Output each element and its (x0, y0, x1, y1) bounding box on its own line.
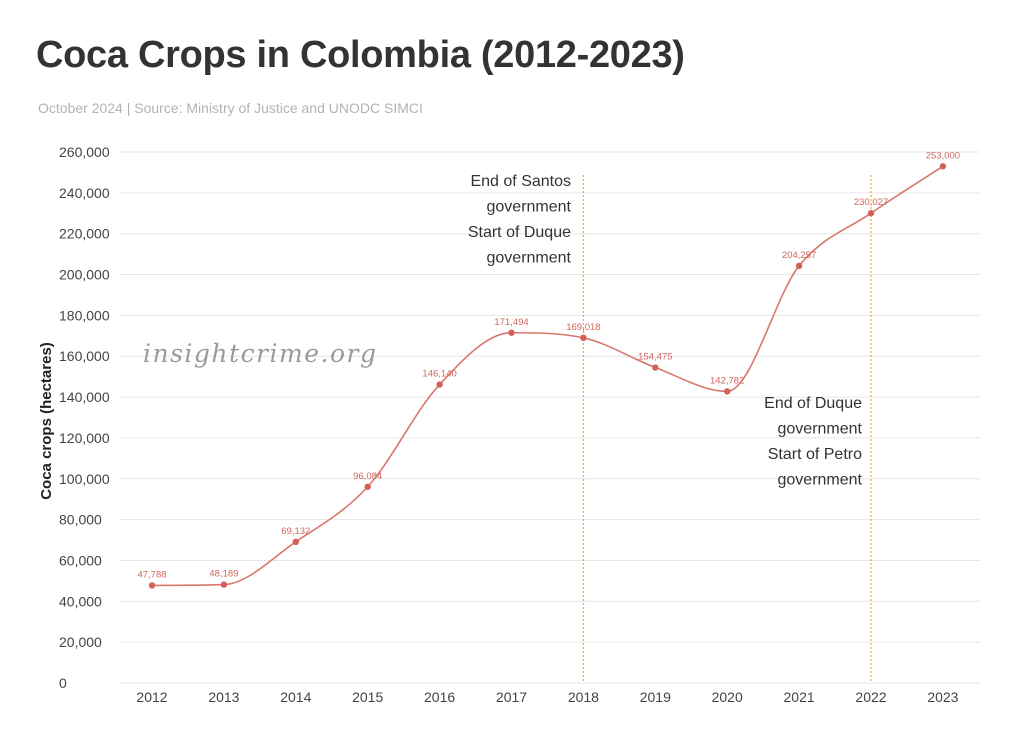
x-tick-label: 2021 (784, 689, 815, 705)
annotation-text: government (778, 472, 863, 489)
annotation-text: Start of Duque (468, 224, 571, 241)
data-label: 171,494 (494, 317, 528, 328)
data-point (364, 483, 371, 490)
x-tick-label: 2023 (927, 689, 958, 705)
y-tick-label: 180,000 (59, 307, 110, 323)
x-tick-label: 2015 (352, 689, 383, 705)
data-point (580, 334, 587, 342)
x-tick-label: 2022 (855, 689, 886, 705)
y-tick-label: 220,000 (59, 226, 110, 242)
data-label: 146,140 (422, 369, 456, 380)
data-point (292, 538, 299, 546)
data-points (148, 163, 947, 589)
y-tick-label: 140,000 (59, 389, 110, 405)
data-point (148, 582, 156, 589)
x-tick-label: 2012 (136, 689, 167, 705)
data-label: 230,027 (854, 197, 888, 208)
x-tick-label: 2016 (424, 689, 455, 705)
x-tick-label: 2013 (208, 689, 239, 705)
x-tick-label: 2019 (640, 689, 671, 705)
x-axis-ticks: 2012 2013 2014 2015 2016 2017 2018 2019 2020 2021… (136, 689, 958, 705)
data-label: 154,475 (638, 352, 672, 363)
data-label: 169,018 (566, 322, 600, 333)
data-label: 96,084 (353, 471, 382, 482)
x-tick-label: 2018 (568, 689, 599, 705)
annotation-text: Start of Petro (768, 446, 862, 463)
annotation-text: End of Duque (764, 395, 862, 412)
x-tick-label: 2014 (280, 689, 311, 705)
data-labels: 47,788 48,189 69,132 96,084 146,140 171,494 16… (137, 150, 960, 580)
y-tick-label: 200,000 (59, 267, 110, 283)
y-tick-label: 60,000 (59, 552, 102, 568)
data-point (795, 262, 803, 270)
y-tick-label: 260,000 (59, 144, 110, 160)
data-point (220, 581, 228, 588)
watermark: insightcrime.org (143, 339, 377, 368)
y-axis-label: Coca crops (hectares) (38, 342, 55, 500)
y-tick-label: 80,000 (59, 512, 102, 528)
data-label: 48,189 (209, 569, 238, 580)
y-tick-label: 40,000 (59, 593, 102, 609)
data-label: 69,132 (281, 526, 310, 537)
annotation-text: government (778, 421, 863, 438)
data-label: 253,000 (926, 150, 960, 161)
data-label: 142,782 (710, 375, 744, 386)
data-point (652, 364, 659, 371)
y-axis-ticks: 0 20,000 40,000 60,000 80,000 100,000 120,000 1… (59, 144, 110, 691)
chart-subtitle: October 2024 | Source: Ministry of Justi… (38, 100, 423, 116)
data-point (724, 388, 731, 395)
x-tick-label: 2017 (496, 689, 527, 705)
data-label: 204,257 (782, 250, 816, 261)
y-tick-label: 20,000 (59, 634, 102, 650)
government-change-markers (582, 175, 872, 683)
annotation-text: government (487, 199, 572, 216)
data-point (436, 381, 443, 388)
y-tick-label: 0 (59, 675, 67, 691)
y-tick-label: 240,000 (59, 185, 110, 201)
y-tick-label: 120,000 (59, 430, 110, 446)
annotation-text: government (487, 250, 572, 267)
chart-title: Coca Crops in Colombia (2012-2023) (36, 34, 685, 76)
annotations: End of Santos government Start of Duque gov… (468, 173, 863, 489)
annotation-text: End of Santos (470, 173, 571, 190)
data-point (867, 210, 875, 217)
y-tick-label: 160,000 (59, 348, 110, 364)
y-tick-label: 100,000 (59, 471, 110, 487)
data-point (508, 329, 515, 336)
data-point (939, 163, 947, 170)
x-tick-label: 2020 (712, 689, 743, 705)
data-label: 47,788 (137, 569, 166, 580)
